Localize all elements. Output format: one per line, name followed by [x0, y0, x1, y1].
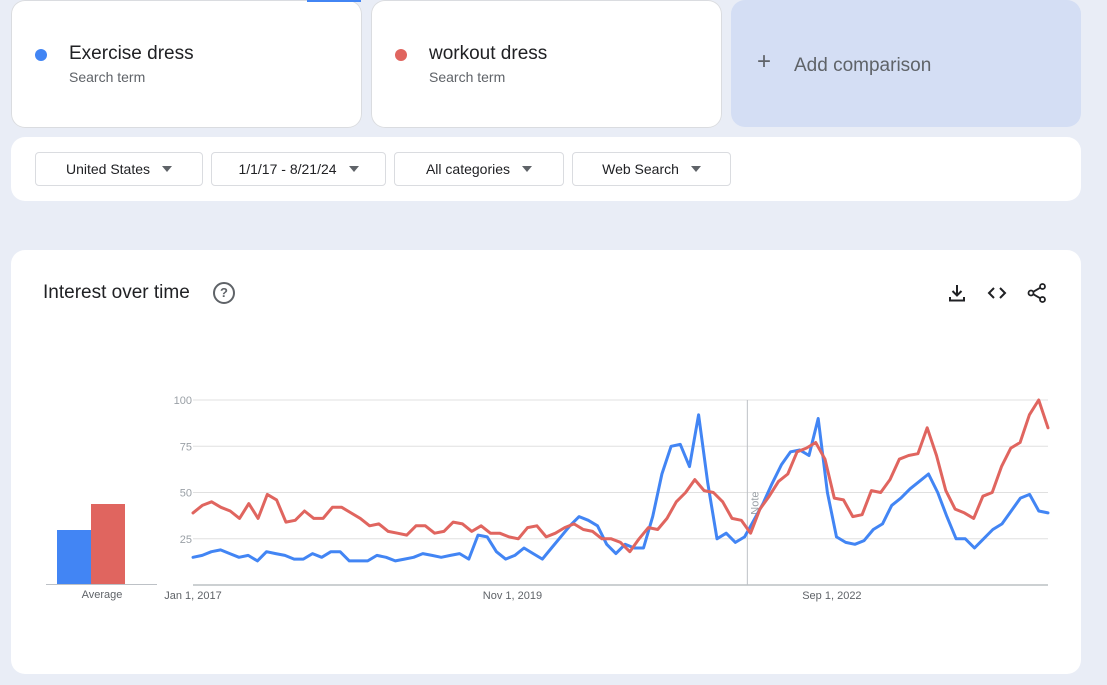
- y-tick-label: 25: [180, 534, 192, 546]
- series-line-exercise-dress: [191, 413, 1050, 563]
- x-tick-label: Jan 1, 2017: [164, 590, 222, 602]
- y-tick-label: 50: [180, 488, 192, 500]
- caret-down-icon: [690, 166, 701, 172]
- chart-title: Interest over time: [43, 282, 190, 303]
- search-term-name-2[interactable]: workout dress: [429, 43, 548, 64]
- region-dropdown[interactable]: United States: [35, 152, 203, 186]
- average-bar-workout-dress: [91, 504, 125, 584]
- interest-line-chart: 25 50 75 100 Jan 1, 2017 Nov 1, 2019 Sep 1, 2…: [164, 395, 1050, 602]
- x-tick-label: Nov 1, 2019: [483, 590, 542, 602]
- date-range-dropdown[interactable]: 1/1/17 - 8/21/24: [211, 152, 386, 186]
- note-label: Note: [749, 491, 761, 514]
- interest-over-time-card: Interest over time ? Average 25 50 75 100 J…: [11, 250, 1081, 674]
- average-axis-line: [46, 584, 157, 585]
- caret-down-icon: [522, 166, 533, 172]
- plus-icon: +: [757, 48, 772, 75]
- active-card-indicator: [307, 0, 361, 2]
- y-tick-label: 100: [174, 395, 192, 407]
- search-term-card-2[interactable]: workout dress Search term: [371, 0, 722, 128]
- category-dropdown-label: All categories: [425, 161, 511, 177]
- caret-down-icon: [162, 166, 173, 172]
- caret-down-icon: [348, 166, 359, 172]
- region-dropdown-label: United States: [65, 161, 151, 177]
- category-dropdown[interactable]: All categories: [394, 152, 564, 186]
- x-tick-label: Sep 1, 2022: [802, 590, 861, 602]
- share-icon[interactable]: [1026, 282, 1048, 304]
- series-color-dot-2: [395, 49, 407, 61]
- add-comparison-button[interactable]: + Add comparison: [731, 0, 1081, 127]
- search-term-type-2: Search term: [429, 69, 506, 85]
- series-color-dot-1: [35, 49, 47, 61]
- filter-bar: United States 1/1/17 - 8/21/24 All categ…: [11, 137, 1081, 201]
- embed-icon[interactable]: [986, 282, 1008, 304]
- search-term-type-1: Search term: [69, 69, 146, 85]
- search-type-dropdown[interactable]: Web Search: [572, 152, 731, 186]
- average-bar-exercise-dress: [57, 530, 91, 584]
- search-term-card-1[interactable]: Exercise dress Search term: [11, 0, 362, 128]
- date-range-dropdown-label: 1/1/17 - 8/21/24: [238, 161, 337, 177]
- help-icon[interactable]: ?: [213, 282, 235, 304]
- download-icon[interactable]: [946, 282, 968, 304]
- search-term-name-1[interactable]: Exercise dress: [69, 43, 194, 64]
- search-type-dropdown-label: Web Search: [602, 161, 679, 177]
- y-tick-label: 75: [180, 441, 192, 453]
- average-label: Average: [81, 589, 123, 601]
- add-comparison-label: Add comparison: [794, 55, 932, 76]
- series-line-workout-dress: [191, 398, 1050, 554]
